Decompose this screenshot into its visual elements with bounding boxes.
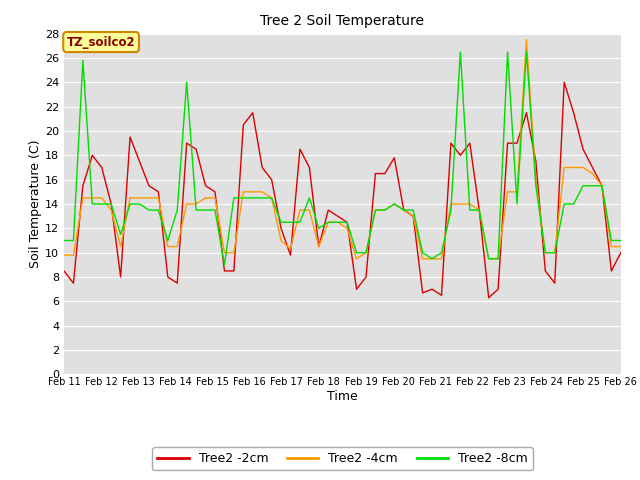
Tree2 -2cm [410, 213, 417, 219]
Tree2 -2cm [202, 183, 209, 189]
Tree2 -2cm [485, 295, 493, 300]
Tree2 -4cm [419, 256, 426, 262]
Tree2 -8cm [221, 262, 228, 268]
Title: Tree 2 Soil Temperature: Tree 2 Soil Temperature [260, 14, 424, 28]
Tree2 -8cm [456, 49, 464, 55]
Tree2 -4cm [60, 252, 68, 258]
Tree2 -8cm [419, 250, 426, 255]
Tree2 -4cm [221, 250, 228, 255]
Line: Tree2 -2cm: Tree2 -2cm [64, 82, 621, 298]
Tree2 -8cm [249, 195, 257, 201]
Tree2 -4cm [202, 195, 209, 201]
Tree2 -8cm [60, 238, 68, 243]
Tree2 -2cm [617, 250, 625, 255]
Tree2 -4cm [523, 37, 531, 43]
Line: Tree2 -4cm: Tree2 -4cm [64, 40, 621, 259]
Tree2 -8cm [230, 195, 237, 201]
Tree2 -4cm [353, 256, 360, 262]
Text: TZ_soilco2: TZ_soilco2 [67, 36, 136, 48]
Tree2 -2cm [221, 268, 228, 274]
X-axis label: Time: Time [327, 390, 358, 403]
Tree2 -2cm [561, 79, 568, 85]
Y-axis label: Soil Temperature (C): Soil Temperature (C) [29, 140, 42, 268]
Tree2 -8cm [617, 238, 625, 243]
Tree2 -8cm [202, 207, 209, 213]
Tree2 -2cm [154, 189, 162, 195]
Legend: Tree2 -2cm, Tree2 -4cm, Tree2 -8cm: Tree2 -2cm, Tree2 -4cm, Tree2 -8cm [152, 447, 532, 470]
Line: Tree2 -8cm: Tree2 -8cm [64, 52, 621, 265]
Tree2 -8cm [154, 207, 162, 213]
Tree2 -2cm [239, 122, 247, 128]
Tree2 -8cm [259, 195, 266, 201]
Tree2 -4cm [154, 195, 162, 201]
Tree2 -2cm [60, 268, 68, 274]
Tree2 -4cm [617, 244, 625, 250]
Tree2 -4cm [239, 189, 247, 195]
Tree2 -4cm [249, 189, 257, 195]
Tree2 -2cm [249, 110, 257, 116]
